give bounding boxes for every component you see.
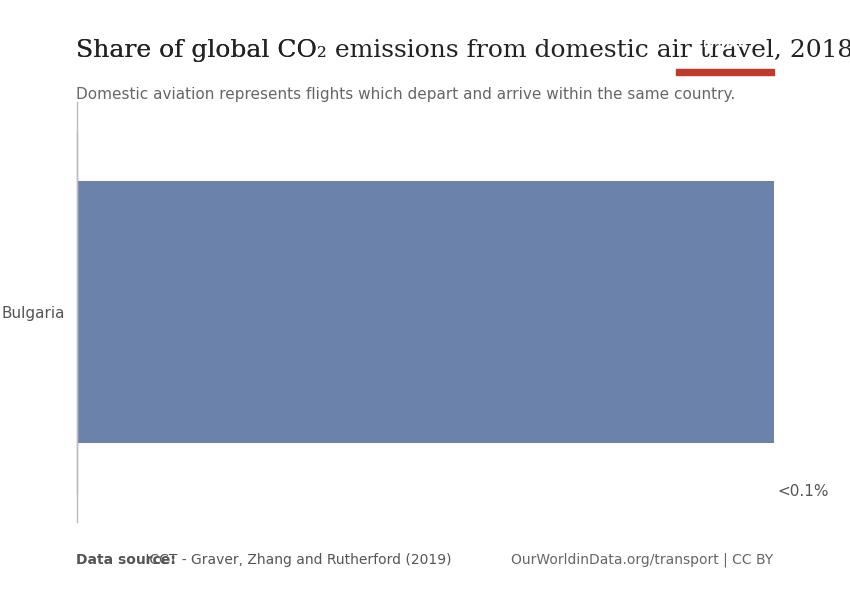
Text: Domestic aviation represents flights which depart and arrive within the same cou: Domestic aviation represents flights whi… (76, 87, 736, 102)
Text: <0.1%: <0.1% (777, 485, 829, 499)
Text: Our World
in Data: Our World in Data (694, 26, 755, 49)
Text: Data source:: Data source: (76, 553, 177, 567)
Text: ICCT - Graver, Zhang and Rutherford (2019): ICCT - Graver, Zhang and Rutherford (201… (141, 553, 452, 567)
Text: Share of global CO: Share of global CO (76, 39, 317, 62)
Bar (676, 69, 774, 75)
Text: OurWorldinData.org/transport | CC BY: OurWorldinData.org/transport | CC BY (511, 553, 774, 567)
Text: Share of global CO₂ emissions from domestic air travel, 2018: Share of global CO₂ emissions from domes… (76, 39, 850, 62)
Bar (76, 181, 774, 443)
